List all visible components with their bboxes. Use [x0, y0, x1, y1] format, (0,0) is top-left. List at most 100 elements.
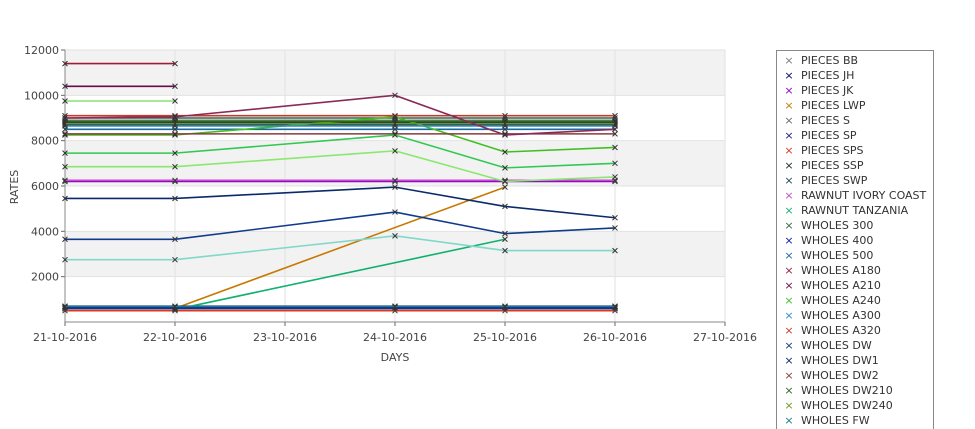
- legend-label: WHOLES A300: [801, 309, 881, 322]
- legend-item: × PIECES SWP: [777, 173, 867, 188]
- legend-label: PIECES JK: [801, 84, 854, 97]
- legend-marker-icon: ×: [784, 309, 794, 322]
- data-point-marker: [392, 132, 398, 138]
- data-point-marker: [392, 184, 398, 190]
- data-point-marker: [502, 247, 508, 254]
- legend-label: WHOLES DW240: [801, 399, 893, 412]
- data-point-marker: [502, 149, 508, 155]
- legend-label: WHOLES 400: [801, 234, 874, 247]
- legend-marker-icon: ×: [784, 294, 794, 307]
- data-point-marker: [62, 83, 68, 90]
- legend-marker-icon: ×: [784, 399, 794, 412]
- legend-item: × PIECES SP: [777, 128, 857, 143]
- series-unlabeled-27: [62, 132, 618, 171]
- legend-marker-icon: ×: [784, 159, 794, 172]
- legend-item: × WHOLES A180: [777, 263, 881, 278]
- legend-marker-icon: ×: [784, 414, 794, 427]
- legend-item: × RAWNUT TANZANIA: [777, 203, 908, 218]
- legend-label: PIECES SP: [801, 129, 857, 142]
- legend-label: WHOLES DW2: [801, 369, 879, 382]
- x-tick-label: 26-10-2016: [583, 331, 647, 344]
- legend-label: PIECES SWP: [801, 174, 868, 187]
- legend-item: × PIECES SSP: [777, 158, 864, 173]
- data-point-marker: [62, 163, 68, 170]
- legend-marker-icon: ×: [784, 264, 794, 277]
- data-point-marker: [502, 165, 508, 171]
- legend-item: × WHOLES DW1: [777, 353, 878, 368]
- series-wholes-dw240: [62, 120, 618, 127]
- series-wholes-a210: [62, 83, 178, 90]
- legend-marker-icon: ×: [784, 69, 794, 82]
- data-point-marker: [392, 233, 398, 239]
- legend-marker-icon: ×: [784, 99, 794, 112]
- y-tick-label: 6000: [31, 180, 59, 193]
- legend-label: PIECES S: [801, 114, 850, 127]
- data-point-marker: [612, 247, 618, 254]
- data-point-marker: [62, 115, 68, 121]
- data-point-marker: [172, 120, 178, 127]
- data-point-marker: [502, 230, 508, 237]
- legend-marker-icon: ×: [784, 174, 794, 187]
- axes: [61, 49, 726, 326]
- legend-marker-icon: ×: [784, 219, 794, 232]
- series-wholes-dw1: [62, 184, 618, 221]
- data-point-marker: [172, 150, 178, 156]
- series-unlabeled-28: [62, 148, 618, 185]
- data-point-marker: [612, 120, 618, 127]
- data-point-marker: [62, 177, 68, 184]
- x-tick-label: 25-10-2016: [473, 331, 537, 344]
- legend-marker-icon: ×: [784, 324, 794, 337]
- data-point-marker: [172, 303, 178, 310]
- x-axis-title: DAYS: [381, 351, 410, 364]
- data-point-marker: [392, 120, 398, 127]
- series-unlabeled-25: [62, 98, 178, 104]
- data-point-marker: [62, 98, 68, 104]
- legend-item: × WHOLES 300: [777, 218, 873, 233]
- data-point-marker: [612, 144, 618, 151]
- tick-labels: 21-10-2016 22-10-2016 23-10-2016 24-10-2016…: [24, 44, 757, 344]
- series-layer: [62, 60, 618, 314]
- data-point-marker: [172, 256, 178, 263]
- legend-item: × WHOLES A210: [777, 278, 881, 293]
- data-point-marker: [502, 178, 508, 185]
- data-point-marker: [502, 184, 508, 190]
- legend-marker-icon: ×: [784, 114, 794, 127]
- legend-marker-icon: ×: [784, 84, 794, 97]
- legend-marker-icon: ×: [784, 234, 794, 247]
- legend-label: PIECES SSP: [801, 159, 864, 172]
- legend-item: × WHOLES A240: [777, 293, 881, 308]
- legend-label: WHOLES A180: [801, 264, 881, 277]
- legend-label: WHOLES A210: [801, 279, 881, 292]
- y-tick-label: 2000: [31, 271, 59, 284]
- data-point-marker: [62, 120, 68, 127]
- y-tick-label: 12000: [24, 44, 59, 57]
- series-line: [174, 186, 506, 310]
- legend-item: × WHOLES DW: [777, 338, 871, 353]
- legend-item: × PIECES JK: [777, 83, 853, 98]
- x-tick-label: 22-10-2016: [143, 331, 207, 344]
- y-tick-label: 4000: [31, 225, 59, 238]
- legend-item: × PIECES BB: [777, 53, 858, 68]
- legend-label: WHOLES 500: [801, 249, 874, 262]
- legend-label: PIECES SPS: [801, 144, 864, 157]
- series-line: [174, 238, 506, 311]
- legend-marker-icon: ×: [784, 144, 794, 157]
- data-point-marker: [392, 112, 398, 119]
- y-tick-label: 10000: [24, 89, 59, 102]
- legend-item: × WHOLES A300: [777, 308, 881, 323]
- legend-marker-icon: ×: [784, 54, 794, 67]
- data-point-marker: [62, 256, 68, 263]
- series-wholes-fw: [62, 303, 618, 310]
- legend-marker-icon: ×: [784, 384, 794, 397]
- data-point-marker: [502, 112, 508, 119]
- line-chart: 21-10-2016 22-10-2016 23-10-2016 24-10-2016…: [8, 44, 757, 364]
- legend: × PIECES BB × PIECES JH × PIECES JK × PIECES LW…: [776, 50, 934, 429]
- legend-label: PIECES JH: [801, 69, 855, 82]
- legend-marker-icon: ×: [784, 189, 794, 202]
- legend-label: PIECES BB: [801, 54, 859, 67]
- data-point-marker: [172, 195, 178, 202]
- data-point-marker: [62, 236, 68, 243]
- x-tick-label: 23-10-2016: [253, 331, 317, 344]
- x-tick-label: 24-10-2016: [363, 331, 427, 344]
- legend-item: × PIECES JH: [777, 68, 854, 83]
